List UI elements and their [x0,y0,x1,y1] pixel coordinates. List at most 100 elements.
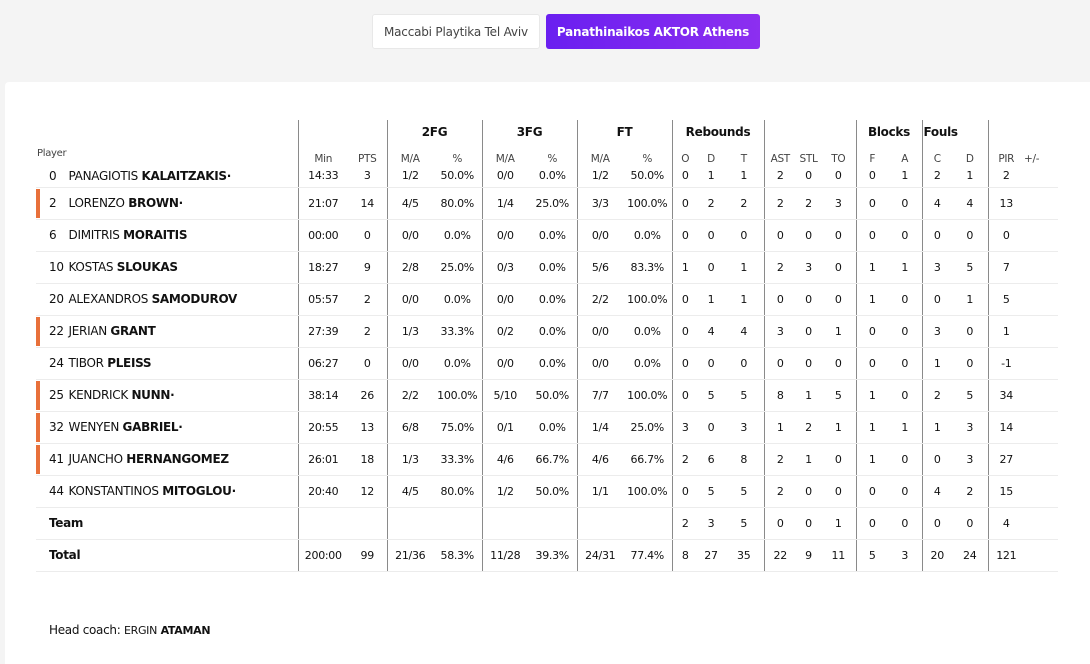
stat-pir: 14 [987,411,1024,444]
player-first-name[interactable]: DIMITRIS [68,228,120,242]
stat-fg3: 0/3 [481,251,528,284]
player-first-name[interactable]: PANAGIOTIS [68,169,139,183]
player-row: 10 KOSTAS SLOUKAS 18:27 9 2/8 25.0% 0/3 0.0% 5/… [36,251,1058,284]
stat-fc: 0 [921,443,952,476]
stat-fd: 2 [952,475,988,508]
stat-fg2: 1/3 [386,315,433,348]
stat-fg2p [433,507,482,540]
player-last-name[interactable]: SLOUKAS [116,260,178,274]
player-first-name[interactable]: JERIAN [68,324,108,338]
total-row-label: Total [36,539,298,572]
team-button-maccabi[interactable]: Maccabi Playtika Tel Aviv [372,14,540,49]
stat-pir: 34 [987,379,1024,412]
player-last-name[interactable]: GABRIEL· [122,420,183,434]
stat-pts: 3 [348,168,387,188]
stat-pir: 0 [987,219,1024,252]
stat-pts: 13 [348,411,387,444]
player-last-name[interactable]: KALAITZAKIS· [141,169,231,183]
player-first-name[interactable]: WENYEN [68,420,120,434]
stat-min: 05:57 [297,283,348,316]
team-button-panathinaikos[interactable]: Panathinaikos AKTOR Athens [545,14,761,49]
player-last-name[interactable]: NUNN· [131,388,175,402]
stat-d: 5 [698,379,724,412]
stat-min: 20:40 [297,475,348,508]
stat-ft: 5/6 [576,251,623,284]
col-plusminus: +/- [1024,153,1040,165]
stat-ast: 0 [763,347,796,380]
stat-ba: 0 [888,347,922,380]
player-last-name[interactable]: MORAITIS [123,228,188,242]
stat-o: 0 [671,187,698,220]
player-last-name[interactable]: GRANT [110,324,156,338]
stat-d: 4 [698,315,724,348]
player-number: 20 [49,292,64,306]
stat-ftp: 83.3% [623,251,672,284]
stat-d: 0 [698,411,724,444]
stat-fg2: 1/3 [386,443,433,476]
stat-t: 2 [724,187,764,220]
stat-fd: 0 [952,219,988,252]
stat-fg2p: 25.0% [433,251,482,284]
player-last-name[interactable]: SAMODUROV [151,292,238,306]
player-last-name[interactable]: BROWN· [128,196,183,210]
stat-fg2: 0/0 [386,347,433,380]
stat-fg3: 0/0 [481,283,528,316]
player-last-name[interactable]: MITOGLOU· [162,484,236,498]
stat-ftp: 25.0% [623,411,672,444]
player-row: 2 LORENZO BROWN· 21:07 14 4/5 80.0% 1/4 25.0% 3… [36,187,1058,220]
player-cell: 25 KENDRICK NUNN· [36,379,298,412]
stat-fc: 0 [921,507,952,540]
team-toggle: Maccabi Playtika Tel Aviv Panathinaikos … [372,14,761,49]
stat-t: 3 [724,411,764,444]
stat-fc: 1 [921,347,952,380]
col-ft-pct: % [642,153,653,165]
stat-pm [1024,539,1058,572]
stat-ftp [623,507,672,540]
player-last-name[interactable]: PLEISS [107,356,152,370]
stat-d: 2 [698,187,724,220]
coach-label: Head coach: [49,623,121,637]
stat-pir: 4 [987,507,1024,540]
stat-fg2: 2/2 [386,379,433,412]
stat-o: 1 [671,251,698,284]
stat-ft: 3/3 [576,187,623,220]
stat-fg2: 2/8 [386,251,433,284]
stat-ba: 0 [888,475,922,508]
stat-bf: 0 [855,507,888,540]
stat-ft [576,507,623,540]
head-coach: Head coach: ERGIN ATAMAN [49,623,211,637]
starter-indicator [36,380,40,410]
stat-to: 0 [821,475,856,508]
stat-to: 1 [821,507,856,540]
player-last-name[interactable]: HERNANGOMEZ [126,452,229,466]
player-number: 6 [49,228,57,242]
stat-fg2p: 33.3% [433,315,482,348]
stat-pts: 14 [348,187,387,220]
stat-pir: 1 [987,315,1024,348]
player-number: 24 [49,356,64,370]
player-first-name[interactable]: KOSTAS [68,260,114,274]
player-first-name[interactable]: ALEXANDROS [68,292,149,306]
player-first-name[interactable]: TIBOR [68,356,104,370]
player-first-name[interactable]: KONSTANTINOS [68,484,159,498]
stat-fd: 0 [952,347,988,380]
stat-fd: 3 [952,411,988,444]
stat-ftp: 100.0% [623,187,672,220]
stat-t: 0 [724,347,764,380]
starter-indicator [36,188,40,218]
stat-ba: 0 [888,379,922,412]
col-reb-t: T [740,153,747,165]
player-row: 24 TIBOR PLEISS 06:27 0 0/0 0.0% 0/0 0.0% 0/0 0.… [36,347,1058,380]
player-first-name[interactable]: LORENZO [68,196,125,210]
player-number: 22 [49,324,64,338]
stat-ast: 2 [763,251,796,284]
stat-ft: 24/31 [576,539,623,572]
stat-fg2: 21/36 [386,539,433,572]
col-pir: PIR [987,144,1024,168]
stat-pts: 26 [348,379,387,412]
stat-min: 21:07 [297,187,348,220]
stat-fd: 1 [952,283,988,316]
player-number: 10 [49,260,64,274]
player-first-name[interactable]: JUANCHO [68,452,124,466]
player-first-name[interactable]: KENDRICK [68,388,129,402]
